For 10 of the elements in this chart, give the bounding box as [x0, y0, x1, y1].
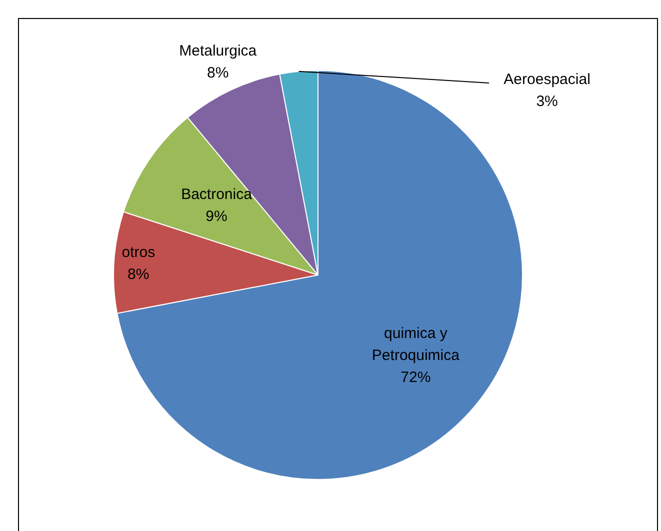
- data-label: 8%: [207, 64, 229, 82]
- data-label: 3%: [536, 93, 558, 110]
- slice-label: otros: [122, 244, 156, 261]
- data-label: 8%: [128, 266, 150, 283]
- slice-label: quimica y Petroquimica: [372, 324, 460, 364]
- slice-label: Metalurgica: [179, 42, 258, 60]
- data-label: 72%: [400, 368, 431, 386]
- slice-label: Bactronica: [181, 186, 253, 204]
- slice-label: Aeroespacial: [504, 71, 590, 88]
- data-label: 9%: [206, 208, 228, 226]
